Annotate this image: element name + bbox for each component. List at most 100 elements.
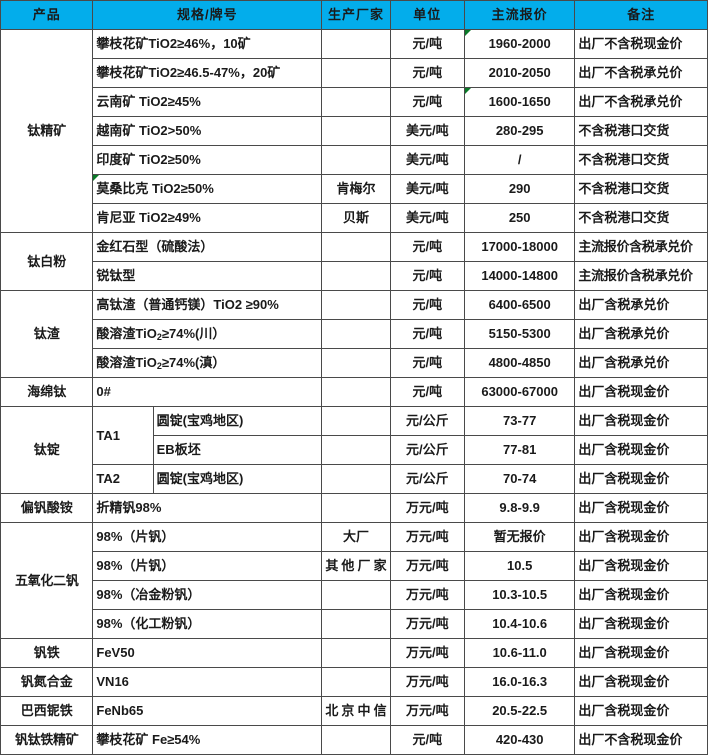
product-cell-text: 钛锭 bbox=[33, 442, 60, 458]
note-cell-text: 出厂含税现金价 bbox=[578, 529, 670, 545]
product-cell-text: 钒铁 bbox=[33, 645, 60, 661]
unit-cell: 元/吨 bbox=[389, 232, 465, 262]
price-cell: 14000-14800 bbox=[463, 261, 576, 291]
unit-cell-text: 元/吨 bbox=[412, 268, 443, 284]
product-cell: 钛锭 bbox=[0, 406, 94, 494]
price-cell-text: 250 bbox=[508, 210, 531, 226]
price-cell-text: 290 bbox=[508, 181, 531, 197]
grade-cell-text: TA2 bbox=[96, 471, 120, 487]
spec-cell: FeNb65 bbox=[92, 696, 323, 726]
spec-cell-text: 98%（片钒） bbox=[96, 558, 175, 574]
spec-sub-cell-text: 圆锭(宝鸡地区) bbox=[156, 413, 244, 429]
spec-cell-text: 酸溶渣TiO2≥74%(滇） bbox=[96, 355, 226, 372]
product-cell-text: 偏钒酸铵 bbox=[20, 500, 73, 516]
note-cell: 主流报价含税承兑价 bbox=[574, 232, 708, 262]
product-cell: 钛精矿 bbox=[0, 29, 94, 233]
product-cell-text: 钛渣 bbox=[33, 326, 60, 342]
note-cell: 出厂不含税现金价 bbox=[574, 29, 708, 59]
manufacturer-cell bbox=[321, 638, 391, 668]
manufacturer-cell: 大厂 bbox=[321, 522, 391, 552]
product-cell: 巴西铌铁 bbox=[0, 696, 94, 726]
spec-cell: 98%（冶金粉钒） bbox=[92, 580, 323, 610]
table-row: 酸溶渣TiO2≥74%(滇） 元/吨 4800-4850 出厂含税承兑价 bbox=[1, 348, 708, 378]
unit-cell: 美元/吨 bbox=[389, 203, 465, 233]
unit-cell-text: 万元/吨 bbox=[405, 587, 449, 603]
spec-cell-text: FeV50 bbox=[96, 645, 135, 661]
product-cell-text: 钛白粉 bbox=[27, 253, 67, 269]
unit-cell-text: 元/吨 bbox=[412, 36, 443, 52]
note-cell: 出厂含税承兑价 bbox=[574, 348, 708, 378]
note-cell-text: 不含税港口交货 bbox=[578, 152, 670, 168]
note-cell-text: 出厂含税现金价 bbox=[578, 645, 670, 661]
unit-cell-text: 元/吨 bbox=[412, 239, 443, 255]
product-cell: 钒氮合金 bbox=[0, 667, 94, 697]
unit-cell: 元/吨 bbox=[389, 319, 465, 349]
spec-cell: VN16 bbox=[92, 667, 323, 697]
unit-cell-text: 万元/吨 bbox=[405, 529, 449, 545]
col-header-manufacturer: 生产厂家 bbox=[321, 0, 391, 30]
spec-sub-cell-text: EB板坯 bbox=[156, 442, 201, 458]
price-cell: 暂无报价 bbox=[463, 522, 576, 552]
unit-cell: 元/吨 bbox=[389, 725, 465, 755]
spec-sub-cell-text: 圆锭(宝鸡地区) bbox=[156, 471, 244, 487]
note-cell-text: 出厂含税现金价 bbox=[578, 703, 670, 719]
price-cell-text: 10.5 bbox=[507, 558, 533, 574]
unit-cell-text: 美元/吨 bbox=[405, 181, 449, 197]
unit-cell: 元/公斤 bbox=[389, 464, 465, 494]
spec-cell: 锐钛型 bbox=[92, 261, 323, 291]
note-cell: 出厂含税现金价 bbox=[574, 493, 708, 523]
unit-cell-text: 元/吨 bbox=[412, 355, 443, 371]
unit-cell: 万元/吨 bbox=[389, 580, 465, 610]
unit-cell: 元/吨 bbox=[389, 58, 465, 88]
table-row: 巴西铌铁 FeNb65 北京中信 万元/吨 20.5-22.5 出厂含税现金价 bbox=[0, 696, 708, 726]
table-row: 98%（化工粉钒） 万元/吨 10.4-10.6 出厂含税现金价 bbox=[1, 609, 708, 639]
price-cell-text: 77-81 bbox=[503, 442, 537, 458]
product-cell: 钒钛铁精矿 bbox=[0, 725, 94, 755]
price-cell-text: 16.0-16.3 bbox=[492, 674, 548, 690]
price-cell-text: 73-77 bbox=[503, 413, 537, 429]
spec-cell-text: 越南矿 TiO2>50% bbox=[96, 123, 202, 139]
spec-cell-text: 98%（片钒） bbox=[96, 529, 175, 545]
unit-cell: 美元/吨 bbox=[389, 116, 465, 146]
note-cell-text: 不含税港口交货 bbox=[578, 123, 670, 139]
unit-cell: 元/吨 bbox=[389, 261, 465, 291]
price-cell-text: 暂无报价 bbox=[493, 529, 546, 545]
spec-cell: 越南矿 TiO2>50% bbox=[92, 116, 323, 146]
spec-cell: 98%（化工粉钒） bbox=[92, 609, 323, 639]
unit-cell-text: 元/吨 bbox=[412, 65, 443, 81]
note-cell: 出厂含税现金价 bbox=[574, 696, 708, 726]
table-row: 钛锭 TA1 圆锭(宝鸡地区) 元/公斤 73-77 出厂含税现金价 bbox=[0, 406, 708, 494]
table-row: 偏钒酸铵 折精钒98% 万元/吨 9.8-9.9 出厂含税现金价 bbox=[0, 493, 708, 523]
price-cell-text: 17000-18000 bbox=[481, 239, 558, 255]
spec-cell: 折精钒98% bbox=[92, 493, 323, 523]
spec-cell: 高钛渣（普通钙镁）TiO2 ≥90% bbox=[92, 290, 323, 320]
subscript-two: 2 bbox=[156, 332, 162, 343]
manufacturer-cell bbox=[321, 406, 391, 436]
spec-cell-text: 锐钛型 bbox=[96, 268, 136, 284]
product-cell-text: 五氧化二钒 bbox=[14, 572, 79, 588]
product-cell-text: 钒氮合金 bbox=[20, 674, 73, 690]
table-row: 莫桑比克 TiO2≥50% 肯梅尔 美元/吨 290 不含税港口交货 bbox=[1, 174, 708, 204]
grade-cell: TA2 bbox=[92, 464, 154, 494]
unit-cell: 元/吨 bbox=[389, 348, 465, 378]
manufacturer-cell-text: 其他厂家 bbox=[325, 558, 387, 574]
note-cell-text: 出厂含税承兑价 bbox=[578, 326, 670, 342]
unit-cell-text: 元/吨 bbox=[412, 297, 443, 313]
unit-cell: 元/吨 bbox=[389, 87, 465, 117]
comment-marker-icon bbox=[465, 30, 471, 36]
table-row: 钛精矿 攀枝花矿TiO2≥46%，10矿 元/吨 1960-2000 出厂不含税现金价 bbox=[0, 29, 708, 233]
table-row: 98%（冶金粉钒） 万元/吨 10.3-10.5 出厂含税现金价 bbox=[1, 580, 708, 610]
manufacturer-cell bbox=[321, 58, 391, 88]
spec-cell: 攀枝花矿TiO2≥46%，10矿 bbox=[92, 29, 323, 59]
note-cell-text: 不含税港口交货 bbox=[578, 181, 670, 197]
spec-cell: 酸溶渣TiO2≥74%(滇） bbox=[92, 348, 323, 378]
note-cell-text: 出厂含税现金价 bbox=[578, 674, 670, 690]
price-cell: 290 bbox=[463, 174, 576, 204]
unit-cell-text: 元/吨 bbox=[412, 326, 443, 342]
note-cell-text: 出厂含税现金价 bbox=[578, 413, 670, 429]
note-cell: 不含税港口交货 bbox=[574, 116, 708, 146]
col-header-product: 产品 bbox=[0, 0, 94, 30]
note-cell-text: 主流报价含税承兑价 bbox=[578, 268, 693, 284]
col-header-price: 主流报价 bbox=[463, 0, 576, 30]
price-cell-text: 1600-1650 bbox=[488, 94, 551, 110]
